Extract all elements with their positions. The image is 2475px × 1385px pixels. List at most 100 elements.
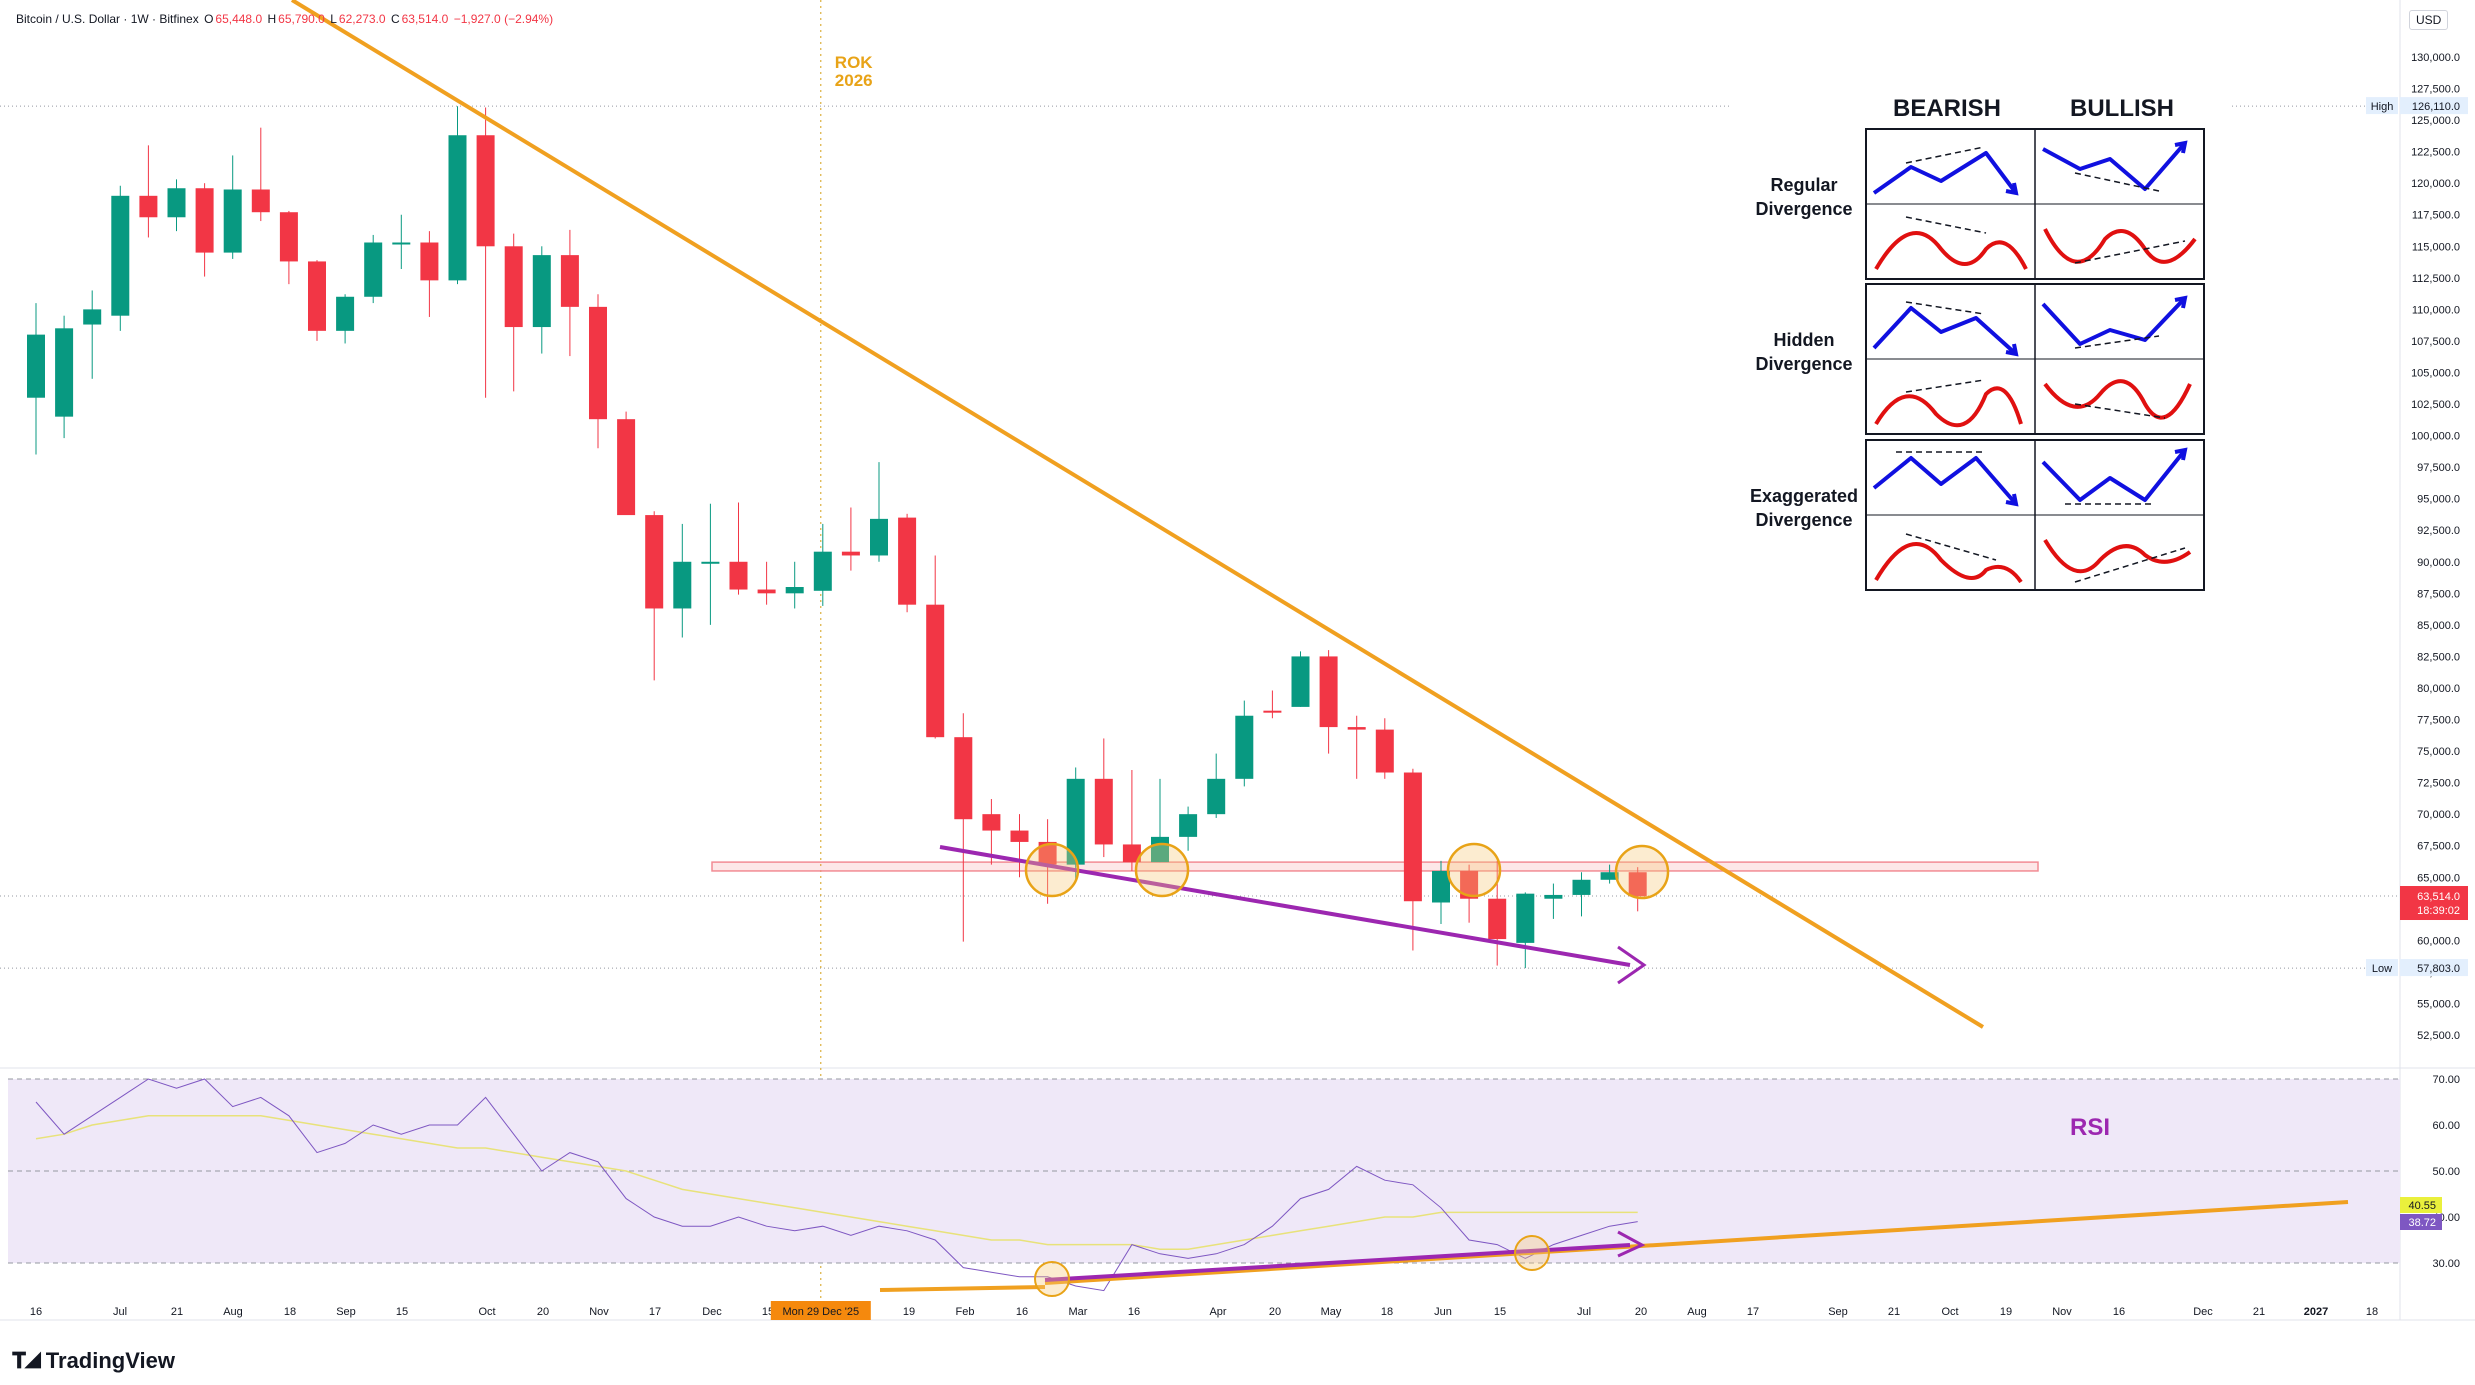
candle[interactable] [560,229,579,357]
time-label: Dec [702,1306,722,1318]
price-tick: 122,500.0 [2411,147,2460,159]
low-value-bg [2400,959,2468,977]
candle[interactable] [1544,883,1563,919]
rsi-band [8,1079,2400,1263]
candle[interactable] [1207,753,1226,818]
last-price-tag[interactable] [2400,886,2468,921]
candle[interactable] [83,290,102,379]
candle[interactable] [982,799,1001,865]
price-tick: 105,000.0 [2411,367,2460,379]
candle[interactable] [55,315,74,439]
candle[interactable] [364,234,383,304]
candle[interactable] [785,561,804,609]
candle[interactable] [1516,892,1535,969]
candle-body [757,589,776,594]
candle[interactable] [111,185,130,331]
candle[interactable] [1488,860,1507,966]
candle[interactable] [1094,738,1113,858]
candle[interactable] [1319,650,1338,754]
candle[interactable] [1010,814,1029,878]
price-circle-2 [1134,842,1190,898]
candle[interactable] [1179,806,1198,851]
symbol-name[interactable]: Bitcoin / U.S. Dollar · 1W · Bitfinex [16,12,199,26]
low-tag-label: Low [2372,963,2392,975]
divergence-dashed-line [2074,172,2160,192]
tradingview-logo[interactable]: 𝐓◢ TradingView [12,1348,175,1374]
candle[interactable] [279,210,298,285]
candle[interactable] [392,214,411,270]
arrow-head-icon [2005,343,2019,357]
divergence-table: BEARISH BULLISH Regular Divergence Hidden Div… [1730,92,2230,592]
candle[interactable] [139,145,158,238]
candle[interactable] [729,502,748,595]
high-tag-bg [2366,97,2398,115]
price-purple-trendline [939,845,1631,967]
candle-body [139,195,158,218]
candle[interactable] [1235,700,1254,787]
candle[interactable] [308,260,326,341]
candle[interactable] [476,107,495,398]
rsi-ma-value: 40.55 [2408,1200,2436,1212]
candle[interactable] [1347,715,1366,779]
candle[interactable] [841,507,860,571]
candle-body [336,296,355,331]
time-label: Dec [2193,1306,2213,1318]
candle[interactable] [1572,872,1591,917]
candle[interactable] [420,231,439,317]
candle[interactable] [167,179,186,232]
open-value: 65,448.0 [215,12,263,26]
candle[interactable] [532,246,551,354]
candle[interactable] [898,513,917,613]
candle[interactable] [589,294,607,449]
candle[interactable] [223,155,242,259]
time-cursor-tag[interactable] [770,1301,871,1320]
candle-body [1066,778,1085,865]
candle[interactable] [1600,864,1619,884]
arrow-head-icon [2174,447,2188,461]
candle[interactable] [336,294,355,344]
divergence-dashed-line [1905,146,1985,164]
candle[interactable] [1291,651,1310,707]
candle-body [1179,814,1198,837]
candle[interactable] [673,523,692,638]
price-tick: 60,000.0 [2417,935,2460,947]
bearish-exag-rsi [1874,542,2023,584]
candle[interactable] [813,523,832,606]
candle[interactable] [1628,867,1647,912]
candle[interactable] [27,303,45,455]
time-cursor-label: Mon 29 Dec '25 [782,1306,859,1318]
candle[interactable] [1403,768,1422,951]
candle[interactable] [504,233,523,392]
price-tick: 87,500.0 [2417,588,2460,600]
candle[interactable] [195,183,214,277]
price-circle-4 [1614,844,1670,900]
candle[interactable] [1122,769,1141,871]
candle-body [27,334,45,398]
candle[interactable] [954,713,973,942]
candle[interactable] [701,503,720,625]
candle[interactable] [1460,864,1479,923]
time-label: 20 [1269,1306,1281,1318]
candle[interactable] [617,411,636,516]
candle-body [1572,879,1591,895]
candle-body [645,515,664,609]
low-label: L [330,12,337,26]
candle[interactable] [448,106,467,285]
currency-button[interactable]: USD [2409,10,2449,30]
candle[interactable] [1263,690,1282,719]
candle-body [1235,715,1254,779]
candle[interactable] [870,462,888,562]
candle[interactable] [1038,819,1057,904]
candle[interactable] [1432,860,1450,924]
bearish-hidden-rsi [1874,386,2023,428]
candle[interactable] [645,511,664,681]
time-label: Nov [2052,1306,2072,1318]
bullish-hidden-rsi [2043,379,2192,420]
candle[interactable] [1375,718,1394,779]
candle[interactable] [926,555,945,739]
candle[interactable] [757,561,776,605]
candle[interactable] [251,127,270,222]
